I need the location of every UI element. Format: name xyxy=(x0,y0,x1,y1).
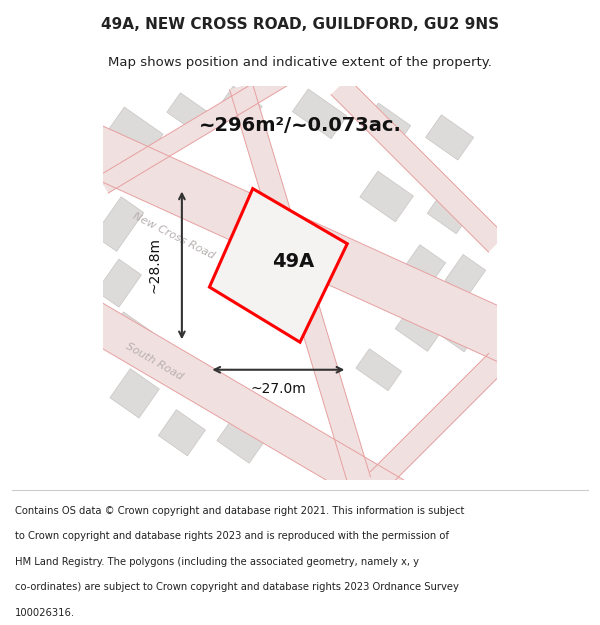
Text: ~27.0m: ~27.0m xyxy=(250,382,306,396)
Text: 49A: 49A xyxy=(272,252,314,271)
Polygon shape xyxy=(217,418,265,463)
Text: New Cross Road: New Cross Road xyxy=(131,211,217,261)
Polygon shape xyxy=(209,189,347,342)
Polygon shape xyxy=(406,245,446,282)
Text: ~296m²/~0.073ac.: ~296m²/~0.073ac. xyxy=(199,116,401,135)
Polygon shape xyxy=(435,309,480,352)
Polygon shape xyxy=(158,409,205,456)
Polygon shape xyxy=(106,107,163,160)
Polygon shape xyxy=(73,298,409,517)
Polygon shape xyxy=(395,309,441,351)
Text: 49A, NEW CROSS ROAD, GUILDFORD, GU2 9NS: 49A, NEW CROSS ROAD, GUILDFORD, GU2 9NS xyxy=(101,17,499,32)
Polygon shape xyxy=(220,86,262,126)
Polygon shape xyxy=(98,58,305,193)
Polygon shape xyxy=(73,122,527,366)
Text: Map shows position and indicative extent of the property.: Map shows position and indicative extent… xyxy=(108,56,492,69)
Text: co-ordinates) are subject to Crown copyright and database rights 2023 Ordnance S: co-ordinates) are subject to Crown copyr… xyxy=(15,582,459,592)
Text: Contains OS data © Crown copyright and database right 2021. This information is : Contains OS data © Crown copyright and d… xyxy=(15,506,464,516)
Polygon shape xyxy=(101,312,152,364)
Polygon shape xyxy=(370,354,505,488)
Polygon shape xyxy=(356,349,401,391)
Polygon shape xyxy=(362,103,410,148)
Polygon shape xyxy=(331,78,505,252)
Text: ~28.8m: ~28.8m xyxy=(148,238,161,293)
Polygon shape xyxy=(360,171,413,222)
Polygon shape xyxy=(445,254,485,296)
Polygon shape xyxy=(110,369,160,418)
Polygon shape xyxy=(425,115,473,160)
Polygon shape xyxy=(96,259,142,307)
Text: 100026316.: 100026316. xyxy=(15,608,75,618)
Polygon shape xyxy=(230,83,370,483)
Polygon shape xyxy=(167,93,212,135)
Text: HM Land Registry. The polygons (including the associated geometry, namely x, y: HM Land Registry. The polygons (includin… xyxy=(15,557,419,567)
Text: to Crown copyright and database rights 2023 and is reproduced with the permissio: to Crown copyright and database rights 2… xyxy=(15,531,449,541)
Polygon shape xyxy=(94,197,144,251)
Polygon shape xyxy=(427,191,472,234)
Polygon shape xyxy=(292,89,347,139)
Text: South Road: South Road xyxy=(124,341,185,382)
Polygon shape xyxy=(276,418,324,463)
